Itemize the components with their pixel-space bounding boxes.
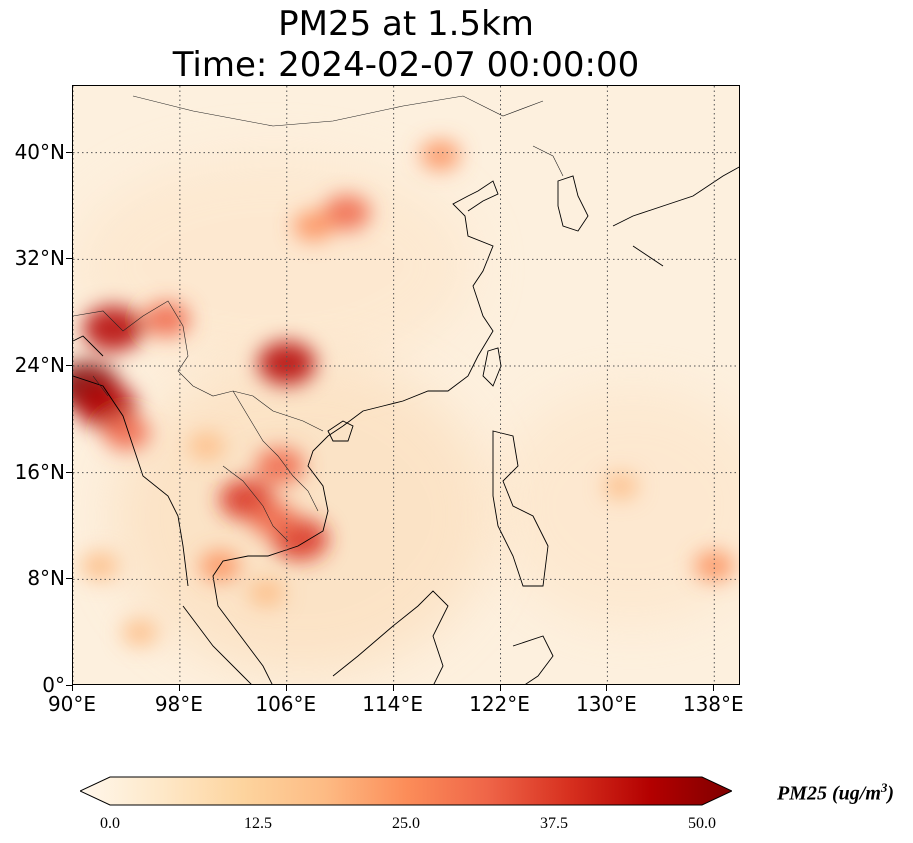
colorbar-title: PM25 (ug/m3) <box>777 780 895 805</box>
lat-tick-label: 0° <box>42 673 65 697</box>
lon-tick-label: 114°E <box>362 692 424 716</box>
pm25-hotspot-19 <box>121 619 158 647</box>
pm25-hotspot-2 <box>82 305 144 352</box>
lon-tick-label: 106°E <box>255 692 317 716</box>
border-india <box>73 310 144 397</box>
lat-tick-label: 24°N <box>14 353 65 377</box>
pm25-hotspot-7 <box>293 211 334 241</box>
border-china-myanmar <box>142 300 324 432</box>
border-mongolia <box>132 95 544 127</box>
thai-malay-coastline <box>212 550 284 684</box>
border-thailand-cambodia <box>222 465 289 542</box>
korea-peninsula <box>557 175 589 232</box>
lon-tick-label: 122°E <box>469 692 530 716</box>
haze-mainland-se-asia <box>113 356 493 676</box>
pm25-hotspot-6 <box>323 195 371 231</box>
pm25-hotspot-5 <box>257 341 316 386</box>
china-coastline <box>342 180 499 427</box>
lon-tick-label: 90°E <box>47 692 97 716</box>
map-plot-area <box>72 85 740 685</box>
colorbar-gradient-bar <box>78 776 734 806</box>
lon-tick-mark <box>72 685 73 691</box>
map-title: PM25 at 1.5km <box>278 4 534 44</box>
haze-pacific <box>493 386 739 626</box>
pm25-hotspot-14 <box>248 579 285 607</box>
lat-tick-mark <box>66 365 72 366</box>
pm25-hotspot-15 <box>188 432 225 460</box>
lon-tick-label: 138°E <box>682 692 744 716</box>
pm25-hotspot-17 <box>603 473 638 499</box>
lon-tick-mark <box>713 685 715 691</box>
colorbar-tick-label: 12.5 <box>244 815 272 832</box>
colorbar-tick-label: 37.5 <box>540 815 568 832</box>
pm25-hotspot-10 <box>255 447 305 485</box>
india-coastline <box>73 335 104 357</box>
lon-tick-label: 98°E <box>154 692 203 716</box>
pm25-hotspot-18 <box>80 551 119 581</box>
lon-tick-mark <box>499 685 501 691</box>
lon-tick-mark <box>285 685 287 691</box>
hainan-island <box>327 420 354 442</box>
lon-tick-mark <box>606 685 608 691</box>
lat-tick-label: 40°N <box>14 139 65 164</box>
taiwan-island <box>482 347 502 387</box>
border-laos <box>232 390 319 512</box>
pm25-hotspot-8 <box>420 140 461 171</box>
coastlines <box>73 166 739 684</box>
pm25-hotspot-12 <box>249 501 297 537</box>
country-borders <box>73 95 564 542</box>
lon-tick-mark <box>178 685 180 691</box>
vietnam-coastline <box>282 425 344 552</box>
lat-tick-mark <box>66 685 72 686</box>
borneo-coastline <box>332 590 449 684</box>
sulawesi-coastline <box>512 635 554 684</box>
map-subtitle-time: Time: 2024-02-07 00:00:00 <box>172 45 640 85</box>
colorbar-tick-label: 0.0 <box>100 815 120 832</box>
lat-tick-label: 32°N <box>14 246 65 271</box>
lon-tick-mark <box>392 685 394 691</box>
philippines-islands <box>492 430 549 587</box>
lat-tick-mark <box>66 578 72 580</box>
border-korea <box>532 145 564 177</box>
map-canvas <box>73 86 739 684</box>
lat-tick-mark <box>66 258 72 260</box>
graticule-gridlines <box>73 86 739 684</box>
lat-tick-label: 16°N <box>14 459 65 484</box>
colorbar <box>78 776 734 806</box>
colorbar-svg <box>78 776 734 806</box>
pm25-hotspot-3 <box>143 301 191 337</box>
pm25-hotspot-4 <box>102 415 150 451</box>
japan-islands <box>612 166 739 267</box>
myanmar-coastline <box>73 375 189 587</box>
colorbar-tick-label: 25.0 <box>392 815 420 832</box>
colorbar-tick-label: 50.0 <box>688 815 716 832</box>
lat-tick-mark <box>66 471 72 473</box>
sumatra-coastline <box>182 605 252 684</box>
pm25-hotspot-16 <box>694 551 735 581</box>
lon-tick-label: 130°E <box>575 692 637 716</box>
lat-tick-mark <box>66 151 72 153</box>
lat-tick-label: 8°N <box>27 566 65 591</box>
